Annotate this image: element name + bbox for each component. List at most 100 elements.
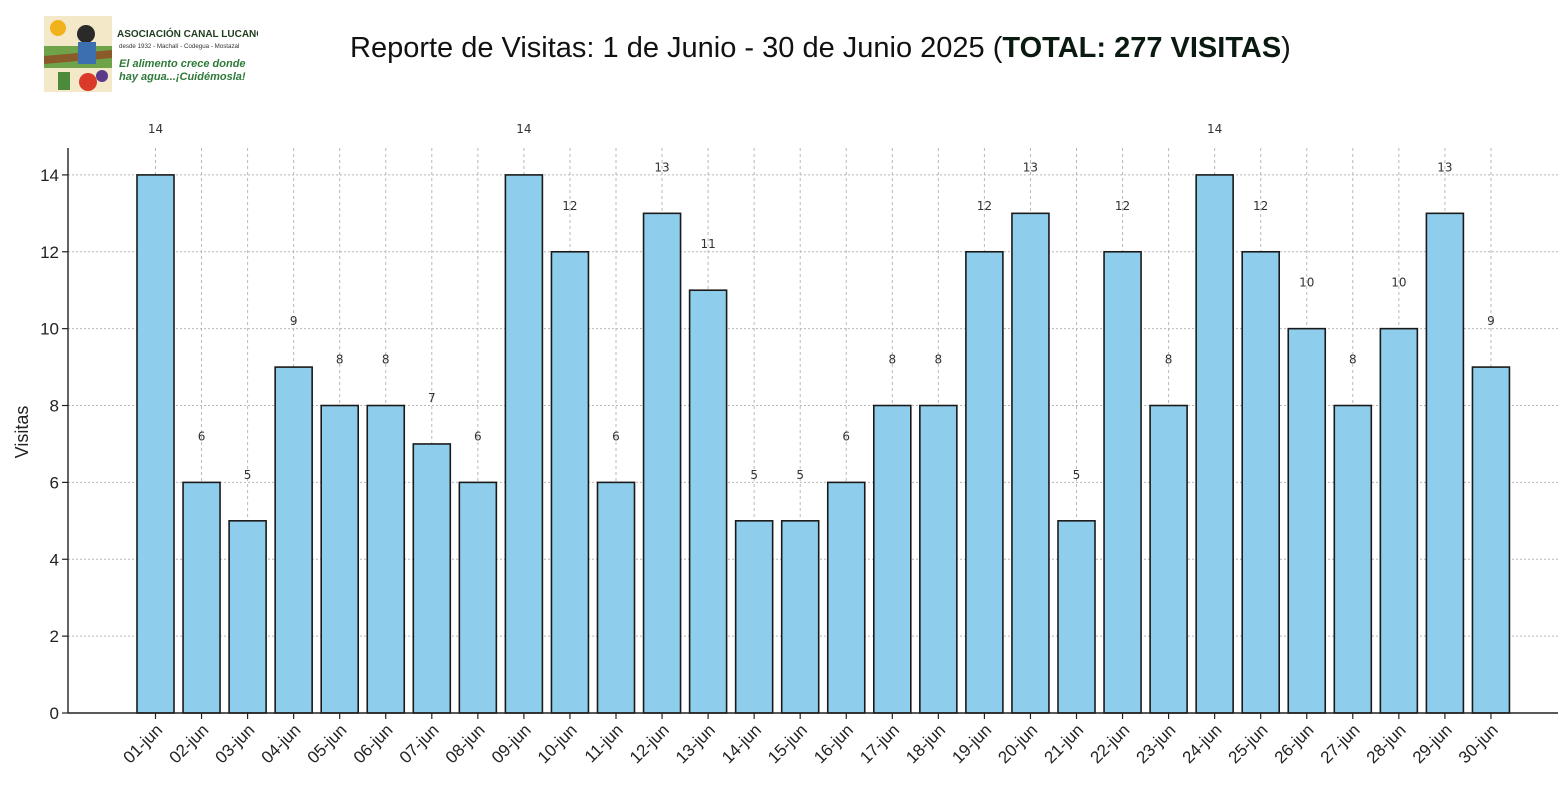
y-tick-label: 4 (50, 550, 59, 569)
y-tick-label: 12 (40, 243, 59, 262)
x-tick-label: 08-jun (442, 720, 489, 767)
y-tick-label: 10 (40, 320, 59, 339)
bar-07-jun (412, 443, 452, 714)
farmer-body-icon (78, 42, 96, 64)
bar-14-jun (734, 520, 774, 714)
bar-09-jun (504, 174, 544, 714)
logo-slogan-line-1: El alimento crece donde (119, 58, 246, 70)
bar-24-jun (1195, 174, 1234, 714)
data-label-30-jun: 9 (1487, 314, 1495, 328)
x-tick-label: 19-jun (948, 720, 995, 767)
bar-15-jun (780, 520, 820, 714)
title-total: TOTAL: 277 VISITAS (1002, 32, 1282, 64)
data-label-21-jun: 5 (1073, 468, 1081, 482)
x-tick-label: 26-jun (1271, 720, 1318, 767)
data-label-28-jun: 10 (1391, 276, 1406, 290)
bar-02-jun (182, 481, 221, 714)
bar-19-jun (965, 250, 1004, 714)
x-tick-label: 04-jun (258, 720, 305, 767)
data-label-15-jun: 5 (796, 468, 804, 482)
x-tick-label: 29-jun (1409, 720, 1456, 767)
x-tick-label: 16-jun (810, 720, 857, 767)
x-tick-label: 07-jun (396, 720, 443, 767)
data-label-19-jun: 12 (977, 199, 992, 213)
x-tick-label: 02-jun (166, 720, 213, 767)
x-tick-label: 24-jun (1179, 720, 1226, 767)
x-tick-label: 12-jun (626, 720, 673, 767)
bar-29-jun (1425, 212, 1465, 714)
logo: ASOCIACIÓN CANAL LUCANO desde 1932 - Mac… (44, 16, 264, 92)
farmer-icon (77, 25, 95, 43)
data-labels: 14 6 5 9 8 8 7 6 14 12 6 13 11 5 5 6 8 8 12 13 5 12 8 14 12 10 8 10… (148, 122, 1495, 482)
bar-10-jun (550, 250, 590, 714)
x-tick-label: 14-jun (718, 720, 765, 767)
y-tick-label: 0 (50, 704, 59, 723)
data-label-25-jun: 12 (1253, 199, 1268, 213)
x-tick-label: 06-jun (350, 720, 397, 767)
bar-23-jun (1149, 404, 1188, 714)
data-label-07-jun: 7 (428, 391, 436, 405)
x-tick-label: 21-jun (1040, 720, 1087, 767)
data-label-14-jun: 5 (750, 468, 758, 482)
data-label-10-jun: 12 (562, 199, 577, 213)
x-tick-label: 13-jun (672, 720, 719, 767)
data-label-09-jun: 14 (516, 122, 531, 136)
y-axis-label: Visitas (12, 406, 32, 459)
bar-22-jun (1103, 250, 1142, 714)
data-label-06-jun: 8 (382, 353, 390, 367)
bar-03-jun (228, 520, 267, 714)
bar-13-jun (688, 289, 728, 714)
data-label-05-jun: 8 (336, 353, 344, 367)
data-label-24-jun: 14 (1207, 122, 1222, 136)
data-label-22-jun: 12 (1115, 199, 1130, 213)
logo-emblem: ASOCIACIÓN CANAL LUCANO desde 1932 - Mac… (44, 16, 264, 92)
data-label-27-jun: 8 (1349, 353, 1357, 367)
title-suffix: ) (1281, 32, 1291, 64)
bar-08-jun (458, 481, 498, 714)
bar-11-jun (596, 481, 636, 714)
x-tick-label: 01-jun (119, 720, 166, 767)
x-tick-label: 23-jun (1133, 720, 1180, 767)
data-label-08-jun: 6 (474, 429, 482, 443)
bar-01-jun (136, 174, 175, 714)
tomato-icon (79, 73, 97, 91)
data-label-23-jun: 8 (1165, 353, 1173, 367)
bar-12-jun (642, 212, 682, 714)
data-label-02-jun: 6 (198, 429, 206, 443)
grapes-icon (96, 70, 108, 82)
bar-16-jun (826, 481, 866, 714)
bar-28-jun (1379, 327, 1419, 714)
bar-17-jun (872, 404, 912, 714)
data-label-12-jun: 13 (654, 160, 669, 174)
x-tick-label: 18-jun (902, 720, 949, 767)
logo-subtitle: desde 1932 - Machalí - Codegua - Mostaza… (119, 43, 239, 50)
bar-25-jun (1241, 250, 1280, 714)
sun-icon (50, 20, 66, 36)
x-tick-label: 09-jun (488, 720, 535, 767)
data-label-01-jun: 14 (148, 122, 163, 136)
data-label-13-jun: 11 (700, 237, 715, 251)
x-tick-label: 22-jun (1087, 720, 1134, 767)
title-prefix: Reporte de Visitas: 1 de Junio - 30 de J… (350, 32, 1003, 64)
data-label-18-jun: 8 (935, 353, 943, 367)
logo-slogan-line-2: hay agua...¡Cuidémosla! (119, 71, 246, 83)
bar-06-jun (366, 404, 406, 714)
x-tick-label: 10-jun (534, 720, 581, 767)
x-tick-label: 11-jun (581, 720, 627, 766)
x-tick-label: 20-jun (994, 720, 1041, 767)
bar-18-jun (919, 404, 958, 714)
x-tick-label: 05-jun (304, 720, 351, 767)
x-tick-label: 15-jun (764, 720, 811, 767)
x-tick-label: 28-jun (1363, 720, 1410, 767)
y-tick-label: 14 (40, 166, 59, 185)
bar-04-jun (274, 366, 313, 714)
y-tick-label: 8 (50, 397, 59, 416)
x-tick-label: 17-jun (856, 720, 903, 767)
bar-05-jun (320, 404, 360, 714)
y-tick-label: 6 (50, 473, 59, 492)
page-title: Reporte de Visitas: 1 de Junio - 30 de J… (350, 32, 1291, 65)
data-label-17-jun: 8 (888, 353, 896, 367)
x-tick-label: 30-jun (1455, 720, 1502, 767)
bar-30-jun (1471, 366, 1511, 714)
